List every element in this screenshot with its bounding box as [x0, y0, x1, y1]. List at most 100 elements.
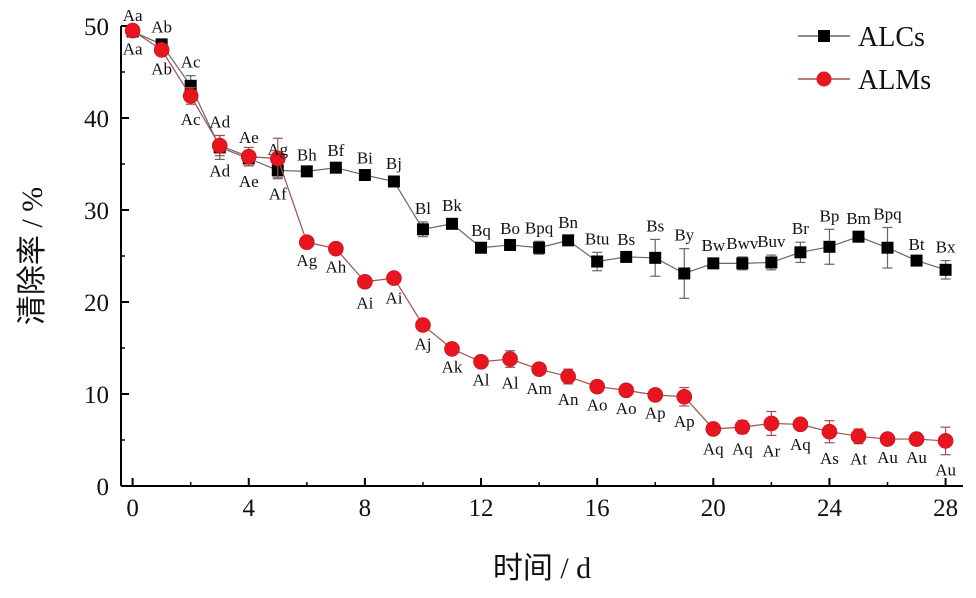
point-label-alms: Aa: [123, 39, 143, 58]
point-label-alms: Al: [473, 371, 490, 390]
data-point-circle: [589, 378, 605, 395]
data-point-square: [300, 165, 313, 178]
point-label-alcs: Bj: [386, 154, 402, 173]
data-point-circle: [531, 361, 547, 377]
data-point-circle: [211, 137, 228, 154]
point-label-alcs: Bs: [617, 230, 635, 249]
point-label-alms: Ai: [356, 293, 373, 312]
data-point-circle: [328, 240, 344, 257]
y-tick-label: 20: [84, 290, 109, 317]
point-label-alcs: Bl: [415, 199, 431, 218]
point-label-alcs: By: [674, 226, 694, 245]
data-point-circle: [734, 419, 751, 435]
point-label-alms: At: [850, 450, 867, 469]
data-point-square: [707, 257, 720, 270]
data-point-square: [329, 161, 342, 174]
x-tick-label: 8: [359, 495, 372, 522]
x-tick-label: 4: [243, 495, 256, 522]
data-point-circle: [821, 423, 838, 440]
point-label-alcs: Bh: [297, 146, 317, 165]
data-point-square: [678, 267, 691, 280]
point-label-alcs: Bo: [500, 219, 520, 238]
data-point-square: [445, 217, 458, 230]
point-label-alms: As: [820, 449, 839, 468]
point-label-alcs: Ag: [267, 140, 288, 159]
x-tick-label: 16: [585, 495, 610, 522]
point-label-alcs: Bwv: [726, 234, 759, 253]
legend-marker-square: [818, 30, 830, 42]
legend-item-alcs: ALCs: [798, 22, 925, 53]
point-label-alms: Au: [935, 461, 956, 480]
data-point-circle: [357, 273, 373, 290]
data-point-square: [475, 241, 488, 254]
x-tick-label: 24: [817, 495, 843, 522]
x-tick-label: 28: [933, 495, 958, 522]
data-point-square: [794, 246, 807, 259]
point-label-alcs: Ab: [151, 18, 172, 37]
point-label-alcs: Bpq: [525, 218, 554, 237]
data-point-circle: [763, 415, 780, 432]
data-point-square: [504, 238, 517, 251]
x-tick-label: 20: [701, 495, 726, 522]
x-tick-label: 12: [469, 495, 494, 522]
point-label-alms: Aj: [414, 335, 431, 354]
point-label-alms: Ac: [181, 110, 201, 129]
x-axis-title: 时间 / d: [493, 552, 591, 585]
data-point-circle: [269, 150, 286, 167]
point-label-alms: Aq: [790, 435, 811, 454]
data-point-square: [765, 256, 778, 269]
x-tick-label: 0: [126, 495, 139, 522]
point-label-alms: Ag: [296, 251, 317, 270]
ticks: 0 4 8 12 16 20 24 28 0 10 20 30 40 50: [84, 14, 958, 522]
point-label-alms: Aq: [732, 440, 753, 459]
data-point-circle: [182, 88, 199, 104]
point-label-alcs: Buv: [757, 232, 786, 251]
data-point-circle: [124, 22, 141, 39]
point-label-alcs: Bw: [701, 236, 725, 255]
point-label-alcs: Bt: [909, 235, 925, 254]
data-point-square: [939, 263, 952, 276]
data-point-circle: [879, 431, 896, 447]
data-point-square: [533, 241, 546, 254]
data-point-circle: [153, 42, 170, 58]
point-label-alcs: Bk: [442, 196, 462, 215]
data-point-circle: [676, 388, 693, 405]
legend-item-alms: ALMs: [798, 65, 931, 96]
point-label-alms: An: [558, 390, 579, 409]
point-label-alcs: Br: [792, 219, 809, 238]
data-point-circle: [560, 368, 576, 385]
legend-label: ALCs: [858, 22, 925, 53]
y-axis-title: 清除率 / %: [16, 187, 49, 325]
data-point-square: [620, 250, 633, 263]
data-point-square: [649, 251, 662, 264]
point-label-alms: Au: [906, 448, 927, 467]
data-point-circle: [850, 428, 867, 445]
y-tick-label: 10: [84, 382, 109, 409]
data-point-square: [416, 223, 429, 236]
data-point-square: [591, 255, 604, 268]
data-point-circle: [415, 317, 431, 333]
data-point-square: [736, 257, 749, 270]
data-point-circle: [908, 431, 925, 447]
series-alms: [124, 22, 954, 456]
data-point-circle: [473, 353, 489, 370]
y-tick-label: 40: [84, 106, 109, 133]
point-label-alms: Au: [877, 448, 898, 467]
point-label-alcs: Bpq: [873, 204, 902, 223]
point-label-alms: Ap: [674, 412, 695, 431]
point-label-alcs: Bs: [646, 216, 664, 235]
point-label-alms: Ak: [442, 358, 463, 377]
point-label-alcs: Aa: [123, 6, 143, 25]
data-point-square: [358, 169, 371, 182]
point-label-alcs: Ae: [239, 128, 259, 147]
point-label-alcs: Bi: [357, 148, 373, 167]
point-label-alcs: Bn: [558, 213, 578, 232]
point-label-alms: Ao: [587, 395, 608, 414]
point-label-alms: Ah: [325, 257, 346, 276]
data-point-circle: [240, 148, 257, 165]
point-label-alms: Ae: [239, 172, 259, 191]
series-layer: [124, 22, 954, 456]
point-label-alcs: Btu: [585, 229, 610, 248]
